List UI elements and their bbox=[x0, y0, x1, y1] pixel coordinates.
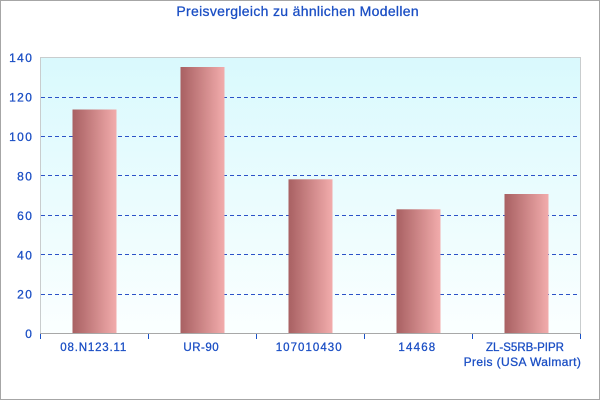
svg-text:60: 60 bbox=[17, 209, 33, 223]
svg-text:140: 140 bbox=[9, 51, 33, 65]
svg-text:14468: 14468 bbox=[398, 342, 436, 354]
svg-text:80: 80 bbox=[17, 169, 33, 183]
svg-text:UR-90: UR-90 bbox=[183, 342, 219, 354]
svg-text:0: 0 bbox=[25, 327, 33, 341]
svg-text:100: 100 bbox=[9, 130, 33, 144]
svg-text:20: 20 bbox=[17, 288, 33, 302]
svg-text:Preisvergleich zu ähnlichen Mo: Preisvergleich zu ähnlichen Modellen bbox=[176, 3, 419, 19]
svg-text:ZL-S5RB-PIPR: ZL-S5RB-PIPR bbox=[486, 342, 564, 354]
svg-text:107010430: 107010430 bbox=[276, 342, 343, 354]
svg-text:120: 120 bbox=[9, 91, 33, 105]
svg-text:40: 40 bbox=[17, 248, 33, 262]
svg-text:08.N123.11: 08.N123.11 bbox=[60, 342, 127, 354]
svg-text:Preis (USA Walmart): Preis (USA Walmart) bbox=[464, 355, 582, 369]
